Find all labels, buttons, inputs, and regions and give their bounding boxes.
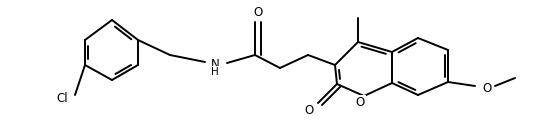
Text: O: O (254, 5, 263, 18)
Text: O: O (482, 81, 492, 95)
Text: Cl: Cl (56, 92, 68, 104)
Text: N: N (211, 58, 219, 72)
Text: H: H (211, 67, 219, 77)
Text: O: O (355, 97, 364, 109)
Text: O: O (304, 103, 314, 117)
